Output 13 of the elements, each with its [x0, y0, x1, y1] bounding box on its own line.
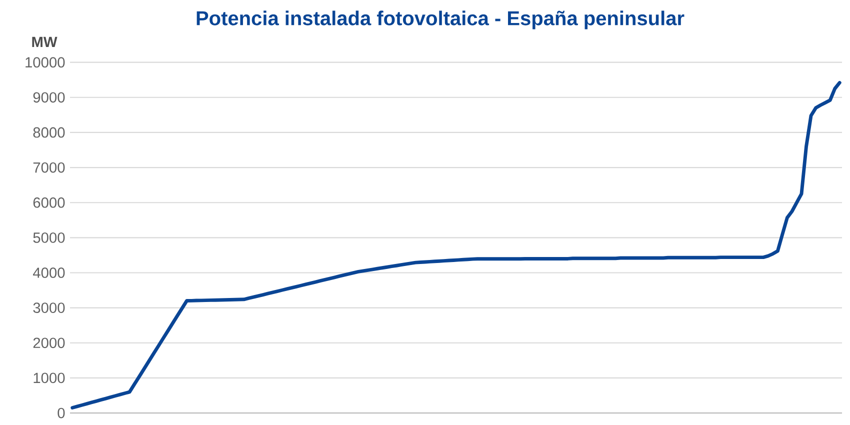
y-tick-label: 10000	[26, 57, 65, 68]
y-tick-label: 2000	[33, 338, 65, 348]
y-tick-label: 7000	[33, 162, 65, 173]
y-axis-title: MW	[32, 36, 58, 47]
y-tick-label: 6000	[33, 197, 65, 208]
y-tick-label: 1000	[34, 372, 65, 384]
y-tick-label: 5000	[33, 232, 65, 243]
y-tick-label: 0	[58, 408, 65, 418]
chart-title: Potencia instalada fotovoltaica - España peninsular	[196, 10, 684, 30]
y-tick-label: 8000	[33, 127, 65, 138]
y-tick-label: 3000	[33, 302, 65, 313]
y-tick-label: 9000	[33, 92, 65, 103]
y-tick-label: 4000	[32, 268, 65, 278]
